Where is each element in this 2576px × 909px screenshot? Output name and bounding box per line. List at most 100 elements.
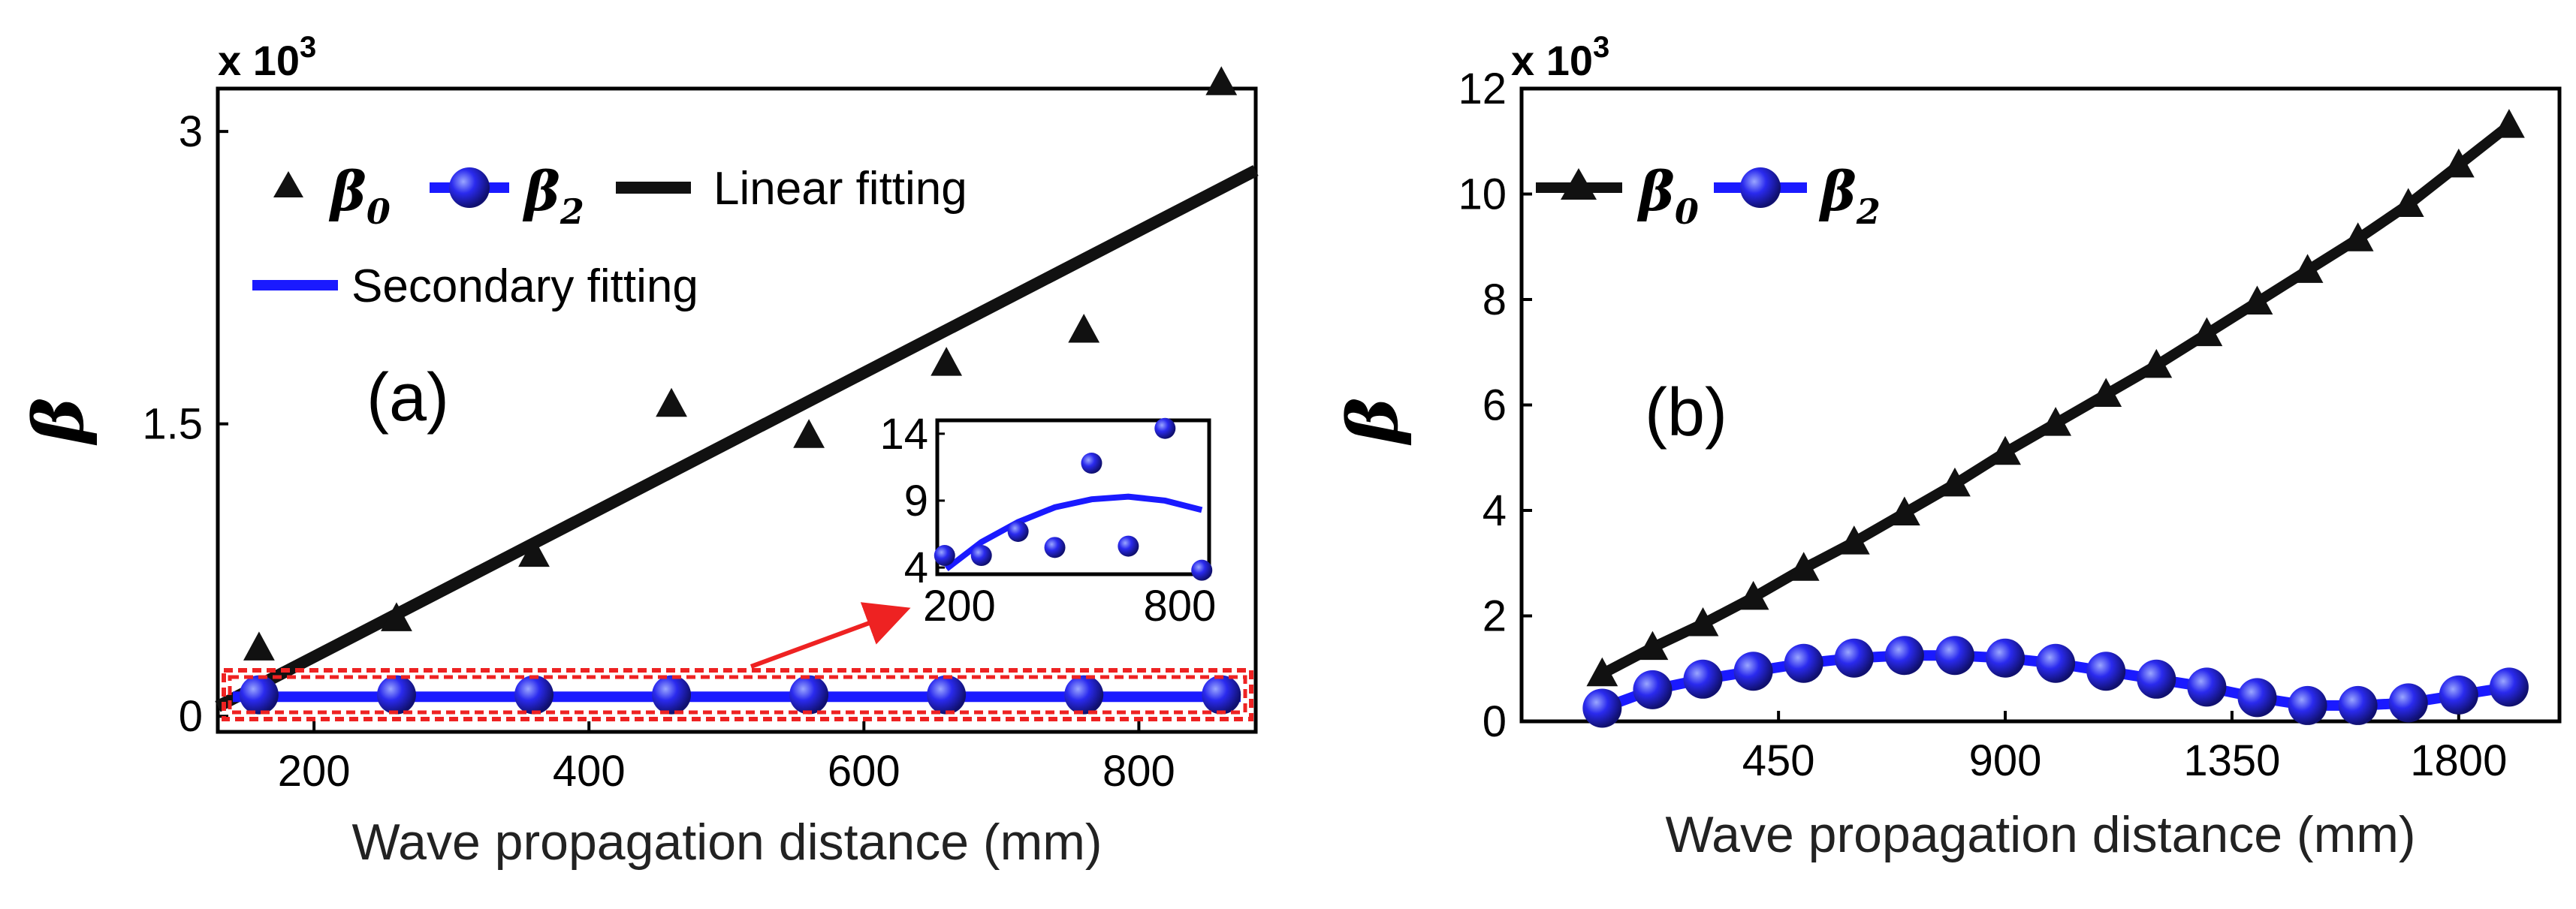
- panel-a-legend: β0 β2 Linear fitting Secondary fitting: [252, 159, 967, 312]
- panel-b-x-tick-label: 900: [1969, 736, 2042, 785]
- legend-b-beta2-symbol: β: [1818, 159, 1857, 223]
- legend-beta2-marker: [449, 167, 490, 208]
- beta2-point: [927, 675, 967, 715]
- beta2-point: [514, 675, 554, 715]
- beta0-point: [1737, 580, 1769, 610]
- beta0-point: [1989, 435, 2021, 465]
- beta0-point: [2493, 109, 2525, 138]
- beta2-point: [2036, 643, 2076, 683]
- beta2-point: [2237, 678, 2277, 718]
- beta2-point: [1064, 675, 1104, 715]
- panel-a-y-tick-label: 0: [179, 692, 203, 741]
- beta0-point: [2241, 285, 2273, 315]
- legend-b-beta2-label: β2: [1818, 159, 1881, 232]
- legend-b-beta0-marker: [1561, 168, 1597, 200]
- beta0-point: [2392, 188, 2424, 218]
- inset-arrow: [750, 602, 911, 669]
- beta0-point: [656, 387, 687, 417]
- panel-b-multiplier-base: x 10: [1511, 37, 1593, 84]
- panel-a-x-ticks: 200 400 600 800: [278, 721, 1175, 796]
- inset-x-tick-label: 200: [923, 582, 996, 631]
- panel-a-y-tick-label: 1.5: [142, 400, 203, 449]
- beta2-point: [2338, 685, 2378, 725]
- panel-a-frame: [216, 86, 1258, 734]
- inset-marks: [934, 417, 1213, 581]
- inset-chart: 4 9 14 200 800: [879, 410, 1216, 631]
- panel-a-y-ticks: 01.53: [142, 107, 228, 741]
- inset-y-tick-label: 9: [904, 477, 928, 525]
- panel-a-y-tick-label: 3: [179, 107, 203, 156]
- highlight-box: [222, 668, 1253, 721]
- panel-b-x-tick-label: 450: [1742, 736, 1815, 785]
- beta2-point: [1834, 638, 1874, 678]
- panel-b-y-ticks: 0 2 4 6 8 10 12: [1458, 65, 1532, 746]
- beta0-point: [1687, 607, 1719, 637]
- panel-a-multiplier: x 103: [218, 31, 316, 84]
- beta0-line: [1600, 121, 2513, 679]
- inset-y-tick-label: 14: [879, 410, 928, 459]
- beta0-point: [381, 602, 412, 631]
- panel-a-y-label: β: [18, 397, 99, 445]
- beta2-point: [1986, 638, 2026, 678]
- legend-secondary-label: Secondary fitting: [351, 260, 698, 312]
- beta0-point: [518, 537, 550, 567]
- panel-b-x-label: Wave propagation distance (mm): [1665, 806, 2415, 863]
- beta2-point: [1582, 688, 1622, 728]
- beta2-point: [2439, 675, 2478, 715]
- inset-point: [1191, 559, 1213, 581]
- panel-b-y-tick-label: 10: [1458, 170, 1507, 219]
- beta0-point: [2040, 407, 2072, 436]
- panel-a-marks: [215, 66, 1259, 715]
- beta0-point: [2442, 148, 2475, 178]
- beta0-point: [1205, 66, 1238, 95]
- legend-beta0-sub: 0: [366, 191, 391, 232]
- panel-b-x-tick-label: 1350: [2183, 736, 2280, 785]
- panel-b-multiplier: x 103: [1511, 31, 1609, 84]
- beta0-point: [1068, 314, 1100, 343]
- panel-b-x-tick-label: 1800: [2410, 736, 2507, 785]
- legend-beta2-sub: 2: [560, 191, 584, 232]
- beta0-point: [2191, 317, 2223, 347]
- beta0-point: [1838, 525, 1870, 555]
- beta2-point: [2388, 683, 2428, 723]
- beta2-point: [1784, 643, 1823, 683]
- panel-b-multiplier-exp: 3: [1593, 31, 1609, 64]
- legend-b-beta0-symbol: β: [1636, 159, 1675, 223]
- beta2-point: [2086, 652, 2126, 691]
- beta2-point: [1935, 636, 1974, 676]
- inset-point: [1118, 535, 1139, 557]
- beta0-point: [1586, 657, 1618, 687]
- inset-point: [1007, 520, 1029, 542]
- inset-fit-curve: [944, 493, 1203, 572]
- legend-b-beta2-sub: 2: [1856, 191, 1881, 232]
- inset-point: [1154, 417, 1176, 439]
- panel-a-x-tick-label: 200: [278, 747, 351, 796]
- beta2-point: [1202, 675, 1241, 715]
- panel-b-y-tick-label: 4: [1483, 486, 1507, 535]
- panel-b-x-ticks: 450 900 1350 1800: [1742, 711, 2507, 785]
- legend-beta0-label: β0: [328, 159, 391, 232]
- legend-b-beta0-sub: 0: [1675, 191, 1699, 232]
- legend-linear-label: Linear fitting: [713, 163, 967, 215]
- beta2-point: [239, 675, 279, 715]
- panel-b-y-label: β: [1332, 397, 1413, 445]
- beta0-point: [2090, 378, 2122, 407]
- panel-a-label: (a): [366, 360, 449, 435]
- inset-point: [1081, 453, 1102, 474]
- panel-b-y-tick-label: 2: [1483, 592, 1507, 641]
- beta0-point: [1939, 467, 1971, 497]
- beta2-point: [2187, 667, 2227, 707]
- inset-point: [970, 545, 992, 567]
- inset-point: [1044, 537, 1066, 558]
- panel-a-multiplier-exp: 3: [300, 31, 316, 64]
- beta0-point: [931, 347, 963, 376]
- beta0-point: [2140, 348, 2173, 378]
- panel-b-label: (b): [1645, 375, 1727, 450]
- beta0-point: [2342, 222, 2374, 251]
- beta0-point: [1636, 631, 1669, 661]
- beta2-point: [2288, 685, 2327, 725]
- legend-beta0-marker: [273, 171, 303, 197]
- panel-b-y-tick-label: 0: [1483, 697, 1507, 746]
